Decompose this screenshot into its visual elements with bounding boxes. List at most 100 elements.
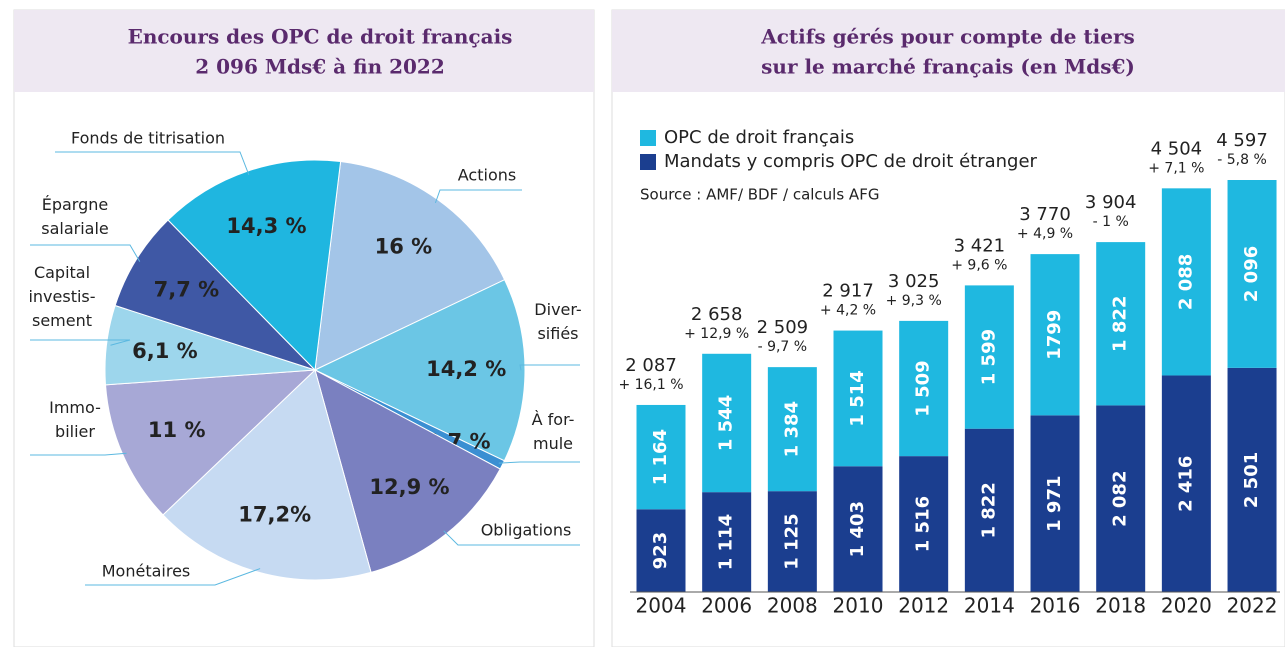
bar-title: Actifs gérés pour compte de tiers	[760, 25, 1135, 49]
growth-label: + 7,1 %	[1148, 160, 1204, 176]
segment-value-label: 2 416	[1175, 456, 1196, 512]
slice-value-label: 7,7 %	[154, 277, 220, 301]
leader-line	[30, 339, 131, 346]
leader-line	[30, 244, 141, 262]
bar-segment	[833, 330, 883, 467]
category-label: À for-mule	[532, 410, 575, 453]
leader-line	[30, 452, 127, 456]
growth-label: - 5,8 %	[1217, 152, 1267, 168]
segment-value-label: 1 822	[1110, 296, 1131, 352]
x-tick-label: 2020	[1161, 594, 1212, 618]
category-label: Actions	[458, 166, 516, 185]
growth-label: + 4,9 %	[1017, 226, 1073, 242]
total-label: 2 658	[691, 304, 743, 325]
growth-label: + 12,9 %	[684, 326, 749, 342]
total-label: 2 509	[757, 317, 809, 338]
segment-value-label: 1 164	[650, 429, 671, 485]
x-tick-label: 2012	[898, 594, 949, 618]
bar-segment	[1161, 375, 1211, 592]
category-label: Épargne salariale	[41, 195, 109, 238]
segment-value-label: 2 082	[1110, 471, 1131, 527]
total-label: 4 597	[1216, 130, 1268, 151]
bar-segment	[899, 320, 949, 457]
pie-slice	[162, 369, 372, 581]
slice-value-label: 16 %	[375, 234, 433, 258]
source: Source : AMF/ BDF / calculs AFG	[640, 186, 879, 204]
segment-value-label: 923	[650, 532, 671, 570]
segment-value-label: 1 509	[913, 360, 934, 416]
leader-line	[55, 151, 250, 176]
category-label: Capital investis-sement	[28, 263, 95, 330]
x-tick-label: 2016	[1030, 594, 1081, 618]
growth-label: + 4,2 %	[820, 303, 876, 319]
segment-value-label: 2 088	[1175, 254, 1196, 310]
segment-value-label: 1 114	[716, 514, 737, 570]
bar-segment	[1161, 188, 1211, 376]
growth-label: - 9,7 %	[758, 339, 808, 355]
growth-label: + 16,1 %	[618, 377, 683, 393]
segment-value-label: 1 403	[847, 501, 868, 557]
category-label: Immo-bilier	[49, 398, 101, 441]
segment-value-label: 1 544	[716, 395, 737, 451]
slice-value-label: 17,2%	[238, 503, 311, 527]
bar-subtitle: sur le marché français (en Mds€)	[761, 55, 1135, 79]
bar-segment	[899, 456, 949, 592]
x-tick-label: 2014	[964, 594, 1015, 618]
slice-value-label: 12,9 %	[369, 475, 449, 499]
x-tick-label: 2022	[1227, 594, 1278, 618]
x-tick-label: 2018	[1095, 594, 1146, 618]
segment-value-label: 2 501	[1241, 452, 1262, 508]
bar-segment	[767, 367, 817, 492]
leader-line	[85, 568, 261, 586]
pie-slice	[114, 219, 316, 371]
segment-value-label: 2 096	[1241, 246, 1262, 302]
legend-label: Mandats y compris OPC de droit étranger	[664, 151, 1038, 172]
slice-value-label: 6,1 %	[132, 339, 198, 363]
pie-slice	[104, 369, 317, 516]
total-label: 2 087	[625, 355, 677, 376]
segment-value-label: 1 599	[978, 329, 999, 385]
x-tick-label: 2006	[701, 594, 752, 618]
category-label: Monétaires	[102, 562, 191, 581]
legend-swatch	[640, 130, 656, 146]
bar-segment	[1096, 405, 1146, 592]
total-label: 2 917	[822, 281, 874, 302]
total-label: 3 904	[1085, 192, 1137, 213]
segment-value-label: 1 125	[781, 513, 802, 569]
category-label: Fonds de titrisation	[71, 129, 225, 148]
segment-value-label: 1 514	[847, 370, 868, 426]
total-label: 3 421	[954, 235, 1006, 256]
total-label: 4 504	[1151, 138, 1203, 159]
leader-line	[434, 189, 522, 204]
leader-line	[519, 364, 580, 371]
segment-value-label: 1 971	[1044, 475, 1065, 531]
total-label: 3 025	[888, 271, 940, 292]
bar-segment	[1030, 254, 1080, 416]
bar-segment	[833, 466, 883, 592]
category-label: Diver-sifiés	[534, 300, 581, 343]
bar-segment	[1030, 415, 1080, 592]
growth-label: + 9,3 %	[886, 293, 942, 309]
x-tick-label: 2010	[833, 594, 884, 618]
bar-segment	[1227, 367, 1277, 592]
pie-title: Encours des OPC de droit français	[128, 25, 513, 49]
leader-line	[443, 530, 580, 546]
category-label: Obligations	[481, 521, 572, 540]
slice-value-label: 14,3 %	[226, 214, 306, 238]
pie-slice	[314, 161, 506, 371]
pie-subtitle: 2 096 Mds€ à fin 2022	[195, 55, 444, 79]
segment-value-label: 1 822	[978, 482, 999, 538]
left-header	[14, 10, 594, 92]
bar-segment	[964, 285, 1014, 429]
bar-segment	[702, 353, 752, 493]
legend-label: OPC de droit français	[664, 127, 854, 148]
slice-value-label: 11 %	[148, 418, 206, 442]
slice-value-label: 14,2 %	[426, 357, 506, 381]
segment-value-label: 1799	[1044, 310, 1065, 360]
right-header	[612, 10, 1285, 92]
leader-line	[498, 461, 580, 464]
bar-segment	[636, 404, 686, 510]
bar-segment	[767, 491, 817, 592]
segment-value-label: 1 384	[781, 401, 802, 457]
